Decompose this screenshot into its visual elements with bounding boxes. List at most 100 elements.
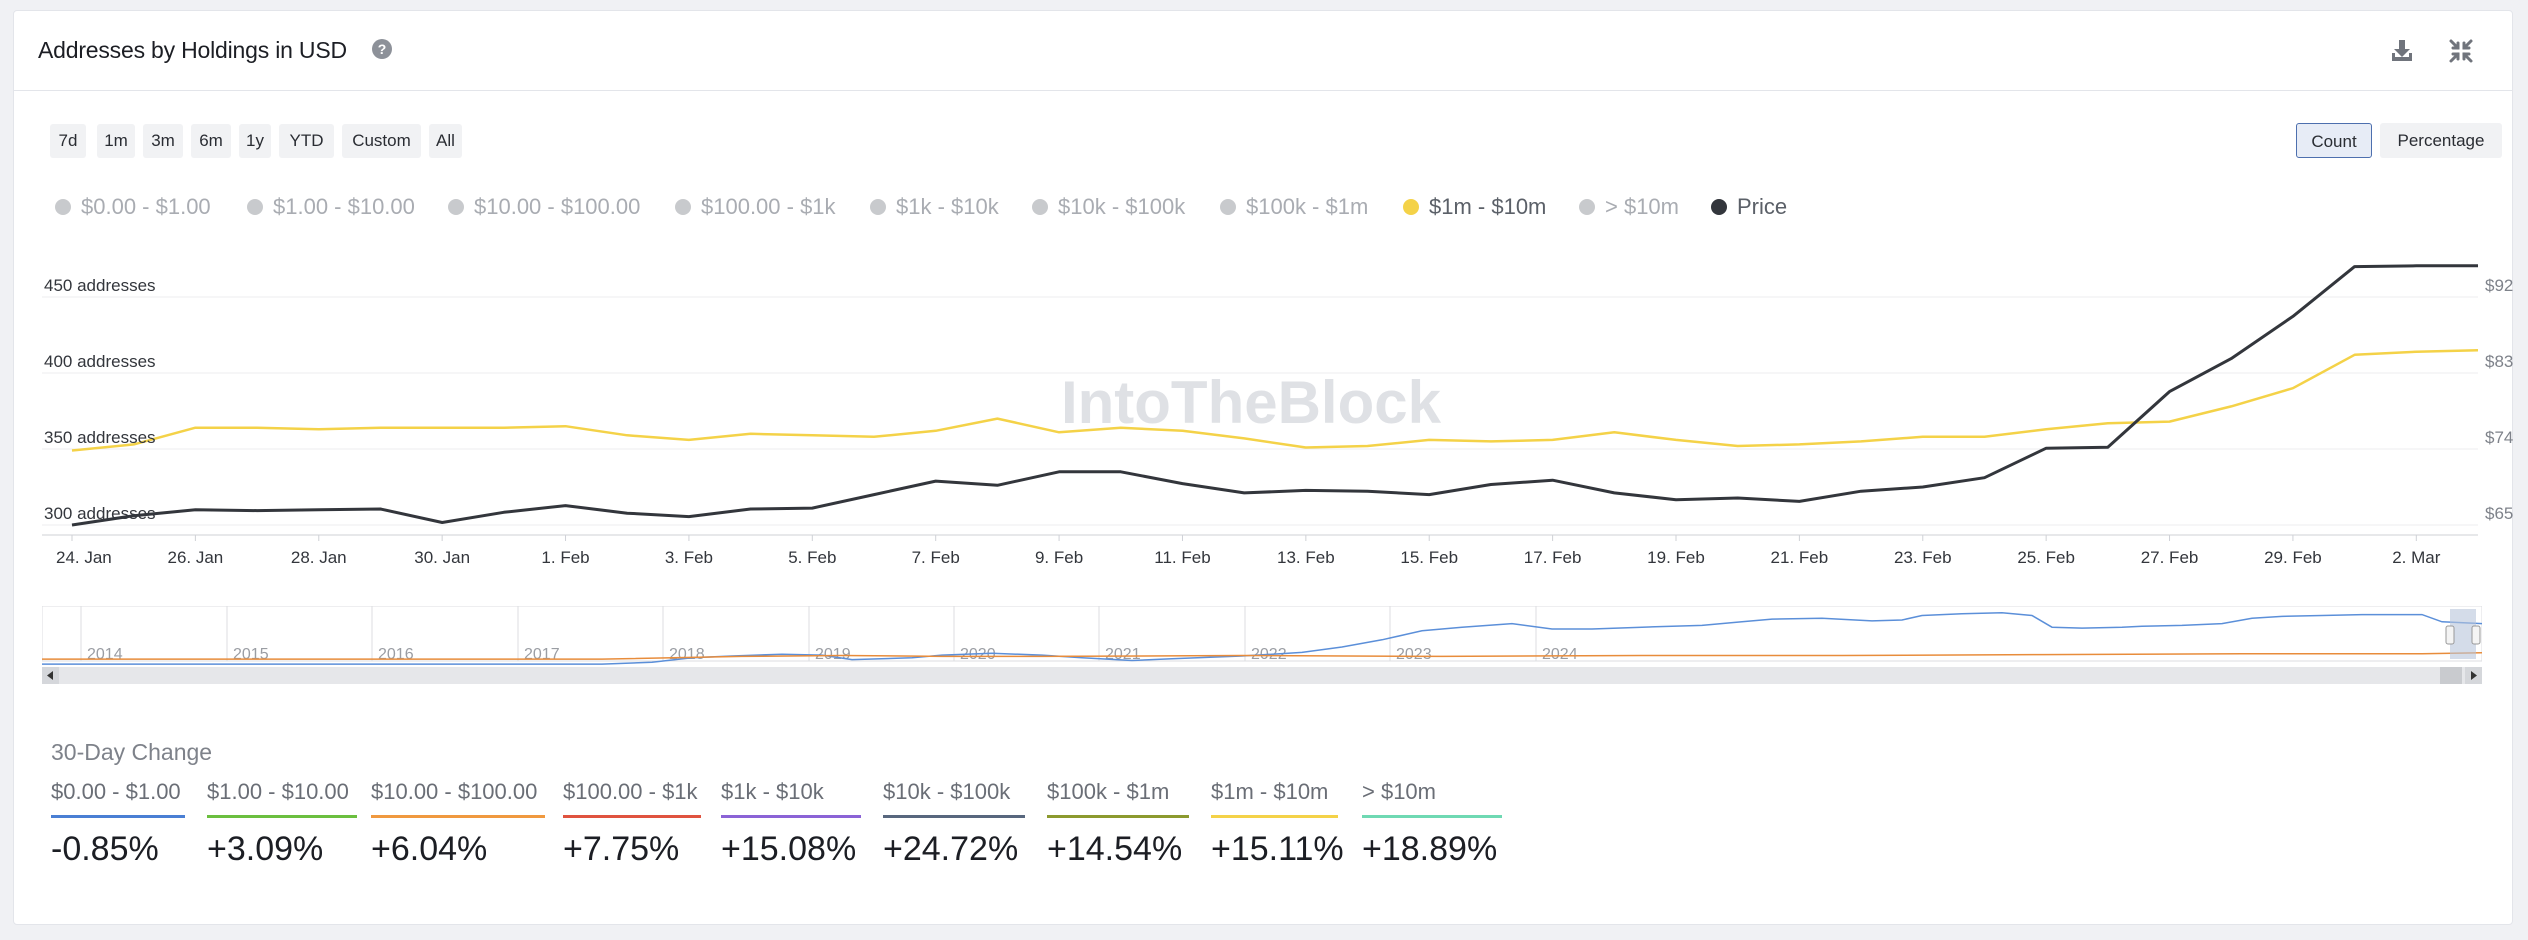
legend-item-1k-10k[interactable]: $1k - $10k bbox=[870, 192, 999, 222]
navigator-series-line bbox=[42, 612, 2482, 665]
range-1y-button[interactable]: 1y bbox=[239, 124, 271, 158]
x-tick-label: 9. Feb bbox=[1035, 548, 1083, 567]
navigator-year-label: 2024 bbox=[1542, 646, 1578, 663]
x-tick-label: 7. Feb bbox=[912, 548, 960, 567]
navigator-year-label: 2015 bbox=[233, 646, 269, 663]
range-custom-button[interactable]: Custom bbox=[342, 124, 421, 158]
navigator-year-label: 2021 bbox=[1105, 646, 1141, 663]
navigator-series-line-secondary bbox=[42, 652, 2482, 660]
change-color-bar bbox=[1362, 815, 1502, 818]
change-section-title: 30-Day Change bbox=[51, 739, 213, 765]
change-color-bar bbox=[207, 815, 357, 818]
change-value: +3.09% bbox=[207, 830, 324, 868]
card-header: Addresses by Holdings in USD ? bbox=[14, 11, 2512, 91]
range-7d-button[interactable]: 7d bbox=[50, 124, 86, 158]
question-circle-icon[interactable]: ? bbox=[372, 39, 392, 59]
x-tick-label: 3. Feb bbox=[665, 548, 713, 567]
change-color-bar bbox=[883, 815, 1025, 818]
x-tick-label: 24. Jan bbox=[56, 548, 112, 567]
series-line-holdings-1m-10m[interactable] bbox=[71, 348, 2479, 452]
legend-dot bbox=[870, 198, 886, 215]
x-tick-label: 11. Feb bbox=[1154, 548, 1210, 567]
change-label: $10.00 - $100.00 bbox=[371, 779, 538, 804]
change-item: $1.00 - $10.00 +3.09% bbox=[207, 779, 357, 869]
series-line-price[interactable] bbox=[71, 264, 2478, 527]
legend-item-price[interactable]: Price bbox=[1711, 192, 1787, 222]
main-line-chart: IntoTheBlock 300 addresses 350 addresses 4… bbox=[42, 264, 2513, 567]
change-value: +14.54% bbox=[1047, 830, 1183, 868]
y-right-tick-label: $74 bbox=[2485, 428, 2513, 447]
range-1m-button[interactable]: 1m bbox=[97, 124, 135, 158]
range-3m-button[interactable]: 3m bbox=[143, 124, 183, 158]
change-item: $10k - $100k +24.72% bbox=[883, 779, 1025, 869]
legend-item-10k-100k[interactable]: $10k - $100k bbox=[1032, 192, 1185, 222]
legend-item-10-100[interactable]: $10.00 - $100.00 bbox=[448, 192, 640, 222]
navigator-scrollbar-track[interactable] bbox=[42, 667, 2482, 684]
x-tick-label: 27. Feb bbox=[2141, 548, 2199, 567]
legend-item-100k-1m[interactable]: $100k - $1m bbox=[1220, 192, 1368, 222]
legend-item-1m-10m[interactable]: $1m - $10m bbox=[1403, 192, 1546, 222]
range-all-button[interactable]: All bbox=[429, 124, 462, 158]
x-tick-label: 26. Jan bbox=[168, 548, 224, 567]
x-tick-label: 28. Jan bbox=[291, 548, 347, 567]
percentage-mode-button[interactable]: Percentage bbox=[2380, 123, 2502, 158]
change-label: $1k - $10k bbox=[721, 779, 824, 804]
chart-title: Addresses by Holdings in USD bbox=[38, 37, 347, 63]
legend-item-over-10m[interactable]: > $10m bbox=[1579, 192, 1679, 222]
legend-item-0-1[interactable]: $0.00 - $1.00 bbox=[55, 192, 211, 222]
scroll-right-arrow-icon bbox=[2471, 671, 2477, 680]
navigator-right-handle[interactable] bbox=[2471, 625, 2481, 645]
x-tick-label: 13. Feb bbox=[1277, 548, 1335, 567]
x-tick-label: 21. Feb bbox=[1771, 548, 1829, 567]
change-color-bar bbox=[371, 815, 545, 818]
change-item: $100k - $1m +14.54% bbox=[1047, 779, 1189, 869]
change-value: +6.04% bbox=[371, 830, 488, 868]
count-mode-button[interactable]: Count bbox=[2296, 123, 2372, 158]
change-label: $10k - $100k bbox=[883, 779, 1011, 804]
chart-card: Addresses by Holdings in USD ? 7d 1m 3m … bbox=[13, 10, 2513, 925]
x-tick-label: 30. Jan bbox=[414, 548, 470, 567]
range-ytd-button[interactable]: YTD bbox=[279, 124, 334, 158]
legend-item-1-10[interactable]: $1.00 - $10.00 bbox=[247, 192, 415, 222]
change-label: $1m - $10m bbox=[1211, 779, 1329, 804]
change-item: $10.00 - $100.00 +6.04% bbox=[371, 779, 545, 869]
navigator-year-label: 2023 bbox=[1396, 646, 1432, 663]
change-label: $0.00 - $1.00 bbox=[51, 779, 181, 804]
change-value: +18.89% bbox=[1362, 830, 1498, 868]
x-tick-label: 17. Feb bbox=[1524, 548, 1582, 567]
y-right-tick-label: $65 bbox=[2485, 504, 2513, 523]
legend-dot bbox=[1032, 198, 1048, 215]
x-tick-label: 15. Feb bbox=[1400, 548, 1458, 567]
navigator-year-label: 2017 bbox=[524, 646, 560, 663]
legend-item-100-1k[interactable]: $100.00 - $1k bbox=[675, 192, 836, 222]
navigator-year-label: 2014 bbox=[87, 646, 123, 663]
legend-dot bbox=[1579, 198, 1595, 215]
change-color-bar bbox=[1047, 815, 1189, 818]
legend-dot bbox=[247, 198, 263, 215]
timeline-navigator[interactable]: 2014 2015 2016 2017 2018 2019 2020 2021 2022 2023… bbox=[42, 606, 2482, 696]
download-icon[interactable] bbox=[2386, 35, 2418, 67]
legend-dot bbox=[675, 198, 691, 215]
watermark-text: IntoTheBlock bbox=[1061, 369, 1442, 436]
scroll-left-arrow-icon bbox=[47, 671, 53, 680]
change-color-bar bbox=[721, 815, 861, 818]
change-color-bar bbox=[563, 815, 701, 818]
y-left-tick-label: 450 addresses bbox=[44, 276, 156, 295]
x-tick-label: 23. Feb bbox=[1894, 548, 1952, 567]
legend-dot bbox=[448, 198, 464, 215]
change-label: $1.00 - $10.00 bbox=[207, 779, 349, 804]
x-tick-label: 5. Feb bbox=[788, 548, 836, 567]
scrollbar-thumb[interactable] bbox=[2440, 667, 2462, 684]
navigator-year-label: 2016 bbox=[378, 646, 414, 663]
change-value: +24.72% bbox=[883, 830, 1019, 868]
x-tick-label: 19. Feb bbox=[1647, 548, 1705, 567]
change-label: $100.00 - $1k bbox=[563, 779, 698, 804]
navigator-left-handle[interactable] bbox=[2445, 625, 2455, 645]
change-label: $100k - $1m bbox=[1047, 779, 1170, 804]
y-right-tick-label: $92 bbox=[2485, 276, 2513, 295]
change-value: +15.08% bbox=[721, 830, 857, 868]
range-6m-button[interactable]: 6m bbox=[191, 124, 231, 158]
change-item: $0.00 - $1.00 -0.85% bbox=[51, 779, 185, 869]
collapse-arrows-icon[interactable] bbox=[2445, 35, 2477, 67]
change-item: $1k - $10k +15.08% bbox=[721, 779, 861, 869]
